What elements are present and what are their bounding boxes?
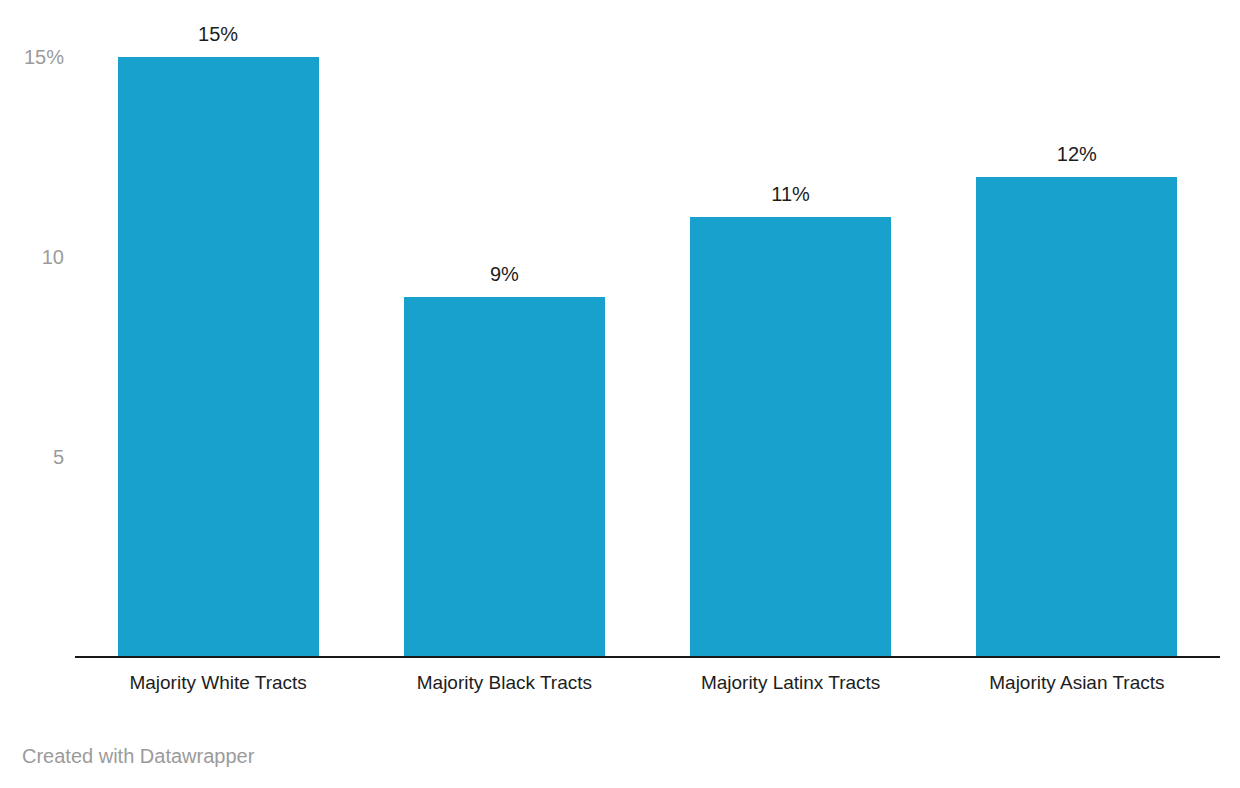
bar-2 (404, 297, 605, 657)
datawrapper-credit-link[interactable]: Created with Datawrapper (22, 744, 254, 768)
x-axis-line (75, 656, 1220, 658)
bar-chart: 15% 10 5 15% 9% 11% 12% Majority White Tracts… (0, 0, 1240, 788)
category-label-2: Majority Black Tracts (361, 671, 647, 694)
y-tick-label-10: 10 (0, 247, 64, 267)
category-label-4: Majority Asian Tracts (934, 671, 1220, 694)
value-label-1: 15% (158, 24, 278, 44)
value-label-4: 12% (1017, 144, 1137, 164)
bar-4 (976, 177, 1177, 657)
value-label-3: 11% (731, 184, 851, 204)
bar-3 (690, 217, 891, 657)
y-tick-label-15: 15% (0, 47, 64, 67)
category-label-1: Majority White Tracts (75, 671, 361, 694)
category-label-3: Majority Latinx Tracts (648, 671, 934, 694)
value-label-2: 9% (444, 264, 564, 284)
bar-1 (118, 57, 319, 657)
y-tick-label-5: 5 (0, 447, 64, 467)
